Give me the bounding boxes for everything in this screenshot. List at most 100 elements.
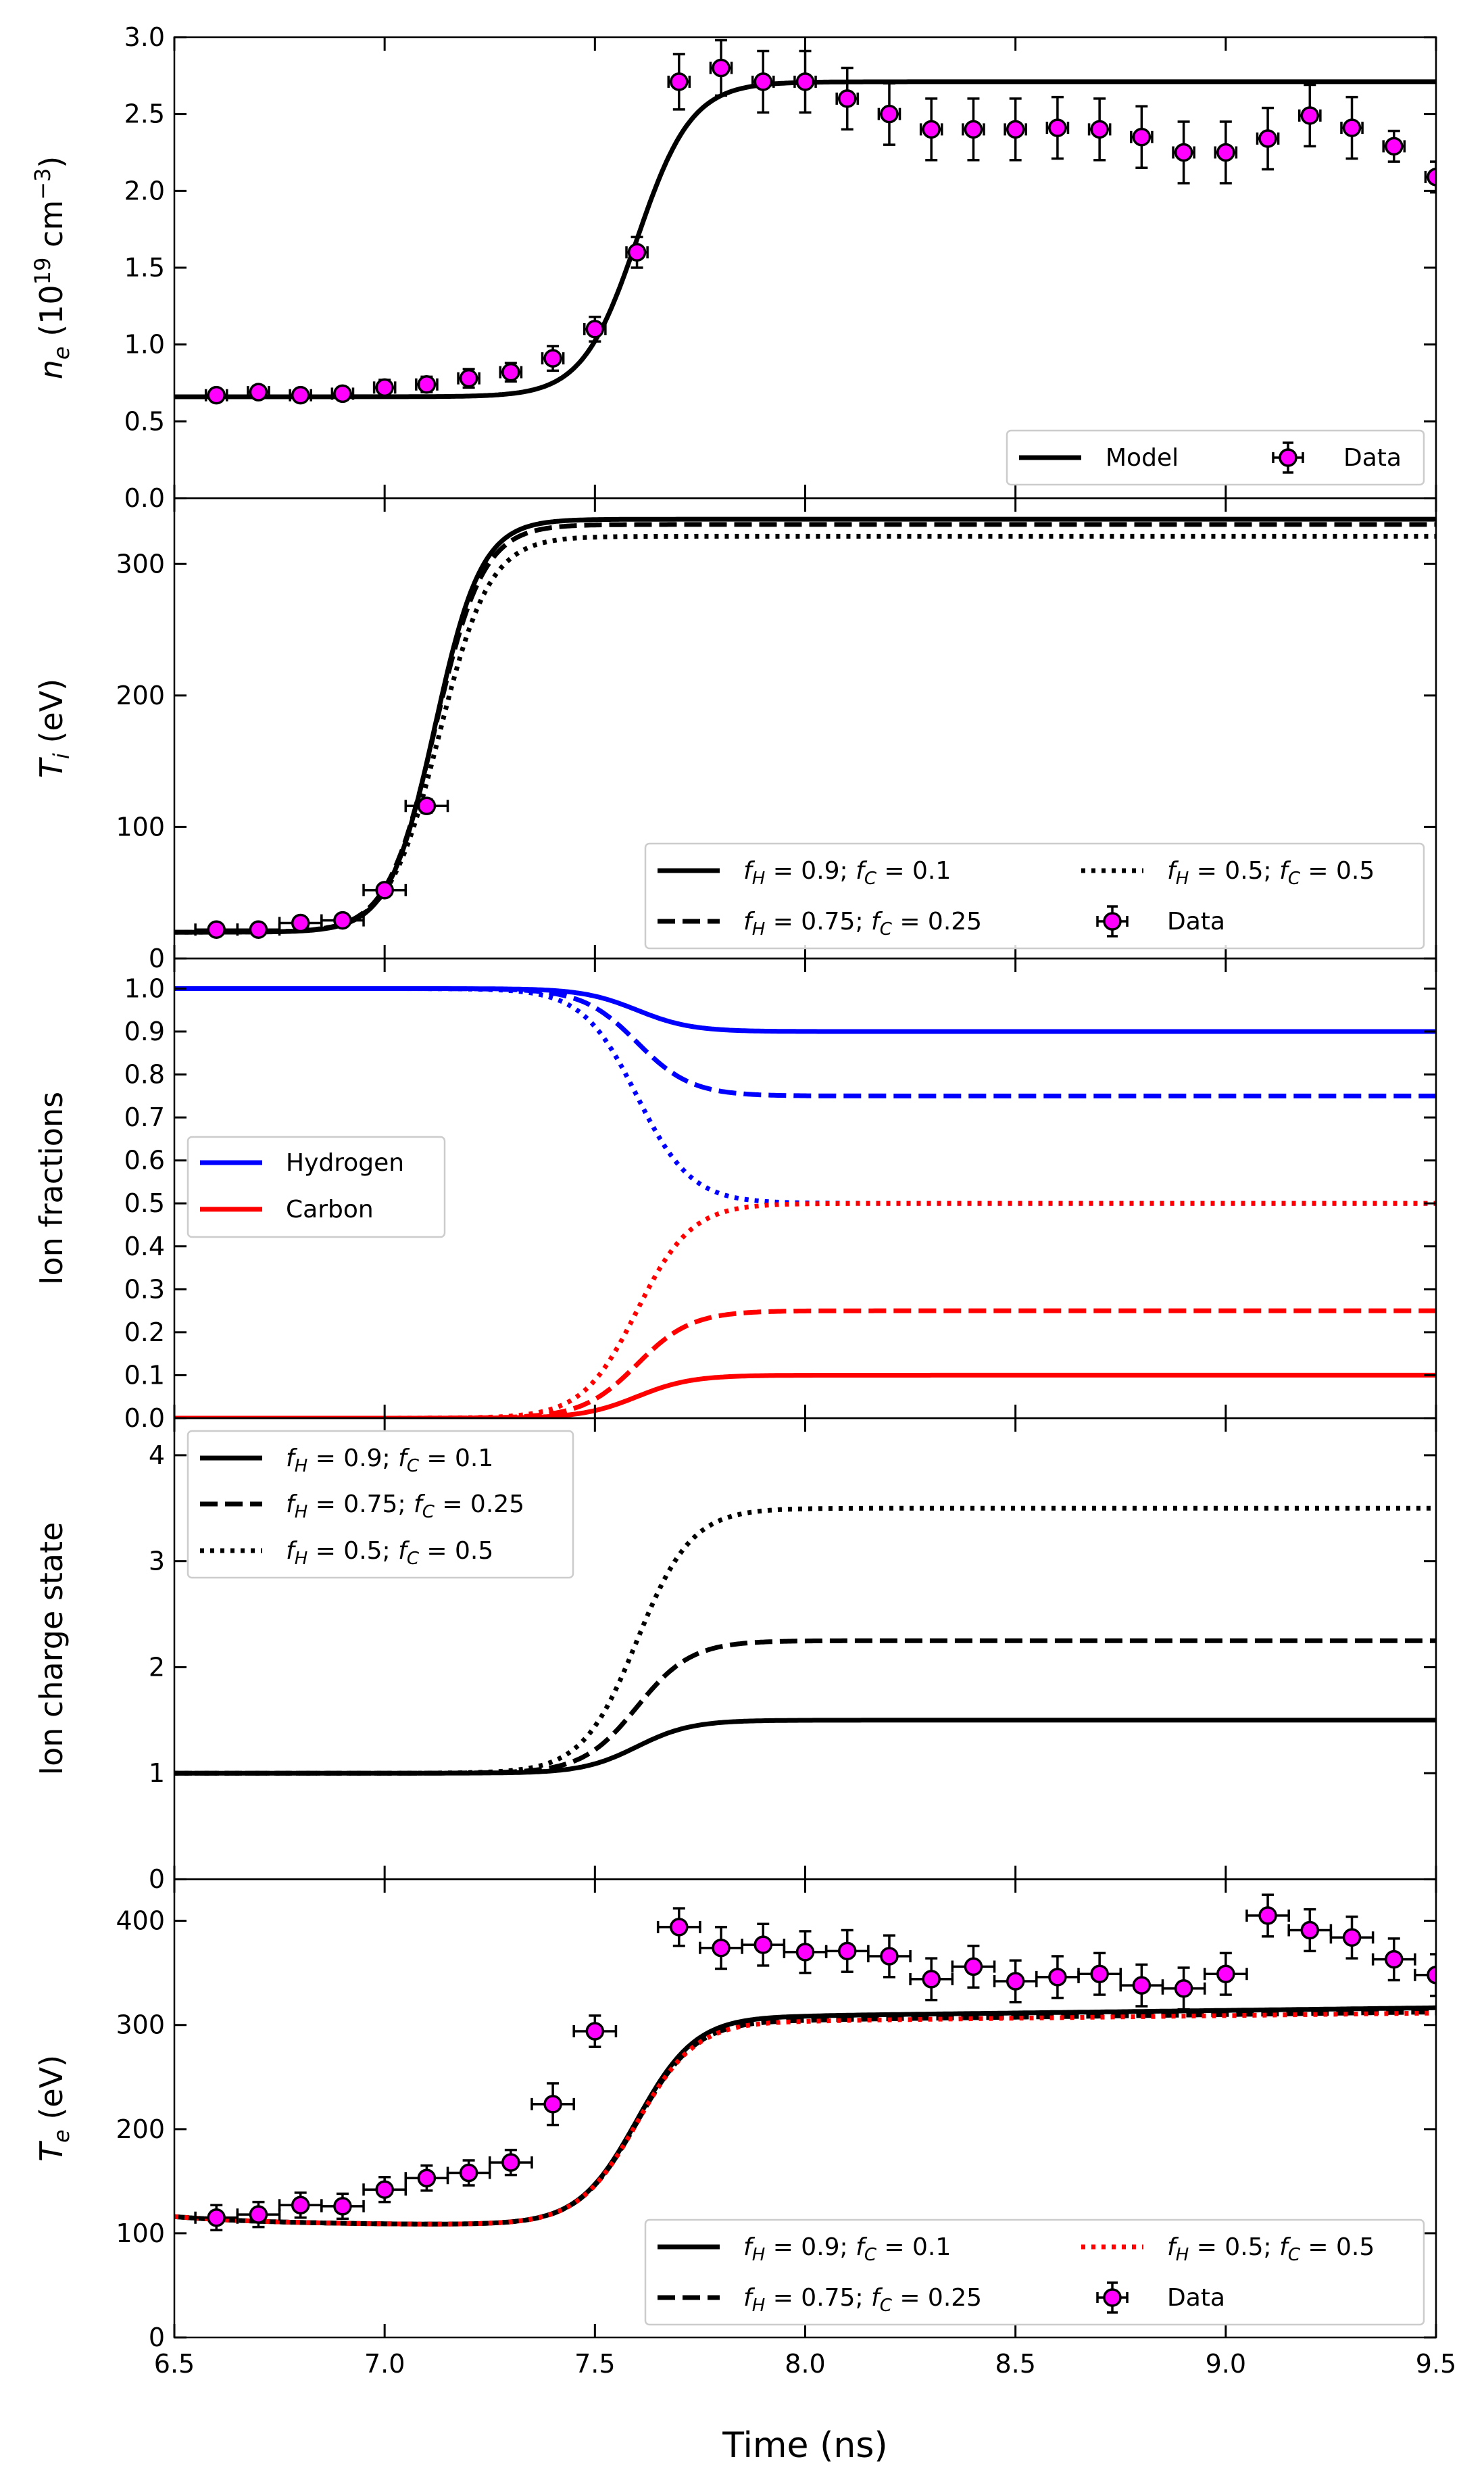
y-tick-label: 0.1 — [124, 1360, 165, 1390]
data-point — [404, 2164, 449, 2192]
y-tick-label: 2.5 — [124, 99, 165, 129]
data-point — [1161, 1966, 1206, 2011]
legend-marker — [1279, 448, 1297, 467]
data-point — [793, 49, 817, 114]
data-point — [656, 1907, 701, 1947]
data-point — [877, 82, 901, 146]
y-tick-label: 100 — [116, 812, 165, 842]
x-tick-label: 6.5 — [154, 2349, 195, 2379]
data-point — [1087, 97, 1112, 162]
data-point — [625, 235, 649, 269]
data-point — [709, 39, 733, 97]
x-tick-label: 9.5 — [1416, 2349, 1456, 2379]
y-tick-label: 2 — [149, 1652, 165, 1682]
y-tick-label: 4 — [149, 1440, 165, 1470]
data-point — [867, 1934, 912, 1979]
y-tick-label: 200 — [116, 681, 165, 710]
data-point — [1119, 1963, 1164, 2008]
data-point — [1035, 1955, 1080, 1999]
data-point — [1245, 1893, 1290, 1938]
legend-box — [644, 2218, 1425, 2326]
legend-label: fH = 0.75; fC = 0.25 — [743, 2284, 982, 2316]
legend-box — [644, 842, 1425, 950]
data-point — [919, 97, 943, 162]
legend-label: fH = 0.75; fC = 0.25 — [743, 908, 982, 940]
y-tick-label: 200 — [116, 2114, 165, 2144]
legend-box — [1006, 429, 1425, 486]
y-tick-label: 0.0 — [124, 483, 165, 513]
legend-marker — [1103, 912, 1122, 931]
model-line — [174, 79, 1436, 399]
data-point — [457, 368, 480, 389]
legend-marker — [1103, 2288, 1122, 2307]
data-point — [583, 315, 607, 343]
y-tick-label: 0.7 — [124, 1102, 165, 1132]
y-tick-label: 2.0 — [124, 176, 165, 205]
x-tick-label: 8.5 — [995, 2349, 1035, 2379]
data-point — [1382, 129, 1406, 163]
data-point — [1130, 105, 1154, 169]
data-point — [1203, 1951, 1248, 1996]
data-point — [194, 920, 239, 939]
legend: Model Data — [1006, 429, 1425, 486]
y-tick-label: 300 — [116, 2010, 165, 2040]
data-point — [289, 385, 313, 405]
data-point — [951, 1944, 996, 1989]
data-point — [1414, 1953, 1436, 1997]
data-point — [362, 881, 407, 900]
series-line-solid — [174, 1372, 1436, 1418]
y-tick-label: 0 — [149, 2323, 165, 2352]
series-line-dashed — [174, 1638, 1436, 1776]
data-point — [962, 97, 985, 162]
data-point — [572, 2014, 618, 2048]
legend: Hydrogen Carbon — [187, 1136, 446, 1238]
data-point — [362, 2175, 407, 2204]
legend-label: fH = 0.5; fC = 0.5 — [286, 1537, 493, 1569]
data-point — [320, 911, 365, 930]
data-point — [236, 2200, 281, 2229]
y-tick-label: 1 — [149, 1758, 165, 1788]
y-tick-label: 0 — [149, 1864, 165, 1894]
legend-label: fH = 0.9; fC = 0.1 — [743, 857, 951, 889]
series-line-dotted — [174, 1505, 1436, 1776]
y-tick-label: 0.5 — [124, 406, 165, 436]
y-axis-label: ne (1019 cm−3) — [30, 156, 74, 380]
x-tick-label: 7.5 — [574, 2349, 615, 2379]
y-axis-label: Ti (eV) — [33, 679, 74, 778]
data-point — [835, 66, 860, 131]
series-line-dashed — [174, 986, 1436, 1098]
data-point — [404, 796, 449, 816]
data-point — [1424, 160, 1436, 194]
data-point — [783, 1930, 828, 1974]
legend-label: fH = 0.9; fC = 0.1 — [743, 2233, 951, 2265]
data-point — [247, 383, 270, 402]
data-point — [499, 362, 523, 383]
data-point — [236, 920, 281, 939]
legend: fH = 0.9; fC = 0.1 fH = 0.75; fC = 0.25 fH… — [187, 1430, 574, 1579]
legend: fH = 0.9; fC = 0.1 fH = 0.75; fC = 0.25 fH… — [644, 2218, 1425, 2326]
panel-ne: 0.0 0.5 1.0 1.5 2.0 2.5 3.0 ne (1019 cm−3) Model… — [30, 22, 1437, 513]
x-tick-label: 7.0 — [364, 2349, 405, 2379]
y-tick-label: 3.0 — [124, 22, 165, 52]
data-point — [751, 49, 775, 114]
data-point — [1297, 83, 1322, 148]
data-point — [1214, 120, 1238, 185]
data-point — [699, 1926, 743, 1970]
legend-label: Data — [1167, 2284, 1225, 2312]
y-tick-label: 0.8 — [124, 1060, 165, 1090]
data-point — [1340, 95, 1364, 160]
legend-label: fH = 0.5; fC = 0.5 — [1167, 2233, 1375, 2265]
data-point — [1045, 95, 1070, 160]
data-point — [372, 378, 397, 397]
y-tick-label: 300 — [116, 549, 165, 579]
series-line-solid — [174, 1718, 1436, 1776]
y-tick-label: 100 — [116, 2218, 165, 2248]
legend-label: fH = 0.75; fC = 0.25 — [286, 1490, 524, 1522]
x-tick-label: 8.0 — [785, 2349, 825, 2379]
data-point — [204, 385, 228, 405]
y-tick-label: 0 — [149, 944, 165, 973]
x-tick-label: 9.0 — [1206, 2349, 1246, 2379]
legend-label: Data — [1343, 444, 1402, 472]
data-point — [446, 2159, 491, 2187]
